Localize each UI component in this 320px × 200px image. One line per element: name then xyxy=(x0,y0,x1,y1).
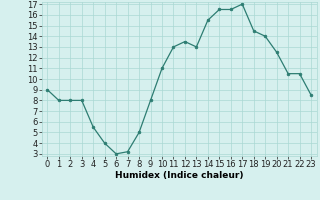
X-axis label: Humidex (Indice chaleur): Humidex (Indice chaleur) xyxy=(115,171,244,180)
